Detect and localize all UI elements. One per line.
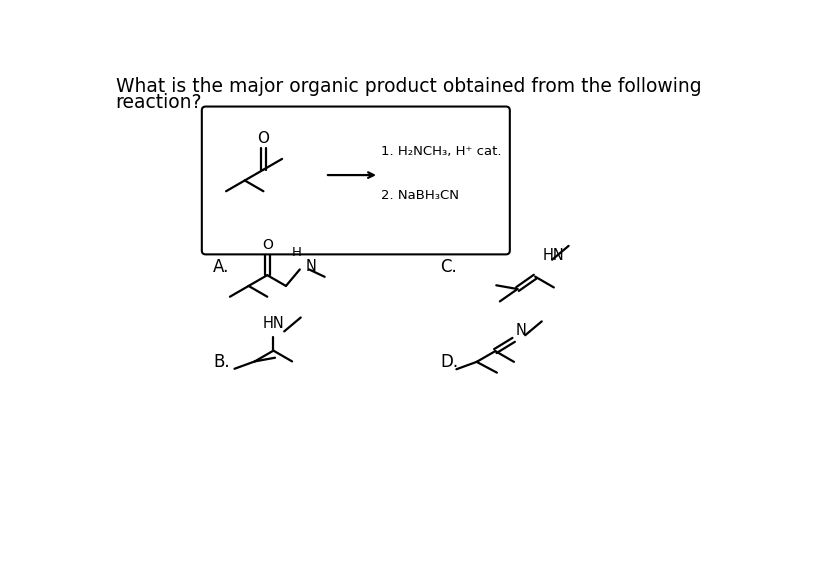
- Text: N: N: [514, 323, 525, 338]
- Text: H: H: [291, 246, 301, 259]
- Text: 1. H₂NCH₃, H⁺ cat.: 1. H₂NCH₃, H⁺ cat.: [380, 145, 501, 158]
- Text: B.: B.: [213, 353, 230, 371]
- Text: O: O: [257, 130, 269, 146]
- Text: What is the major organic product obtained from the following: What is the major organic product obtain…: [116, 77, 700, 96]
- FancyBboxPatch shape: [202, 107, 509, 255]
- Text: 2. NaBH₃CN: 2. NaBH₃CN: [380, 189, 459, 202]
- Text: A.: A.: [213, 259, 229, 277]
- Text: C.: C.: [440, 259, 457, 277]
- Text: O: O: [261, 239, 272, 252]
- Text: D.: D.: [440, 353, 458, 371]
- Text: reaction?: reaction?: [116, 92, 202, 112]
- Text: N: N: [306, 259, 317, 274]
- Text: HN: HN: [543, 248, 564, 263]
- Text: HN: HN: [262, 316, 284, 331]
